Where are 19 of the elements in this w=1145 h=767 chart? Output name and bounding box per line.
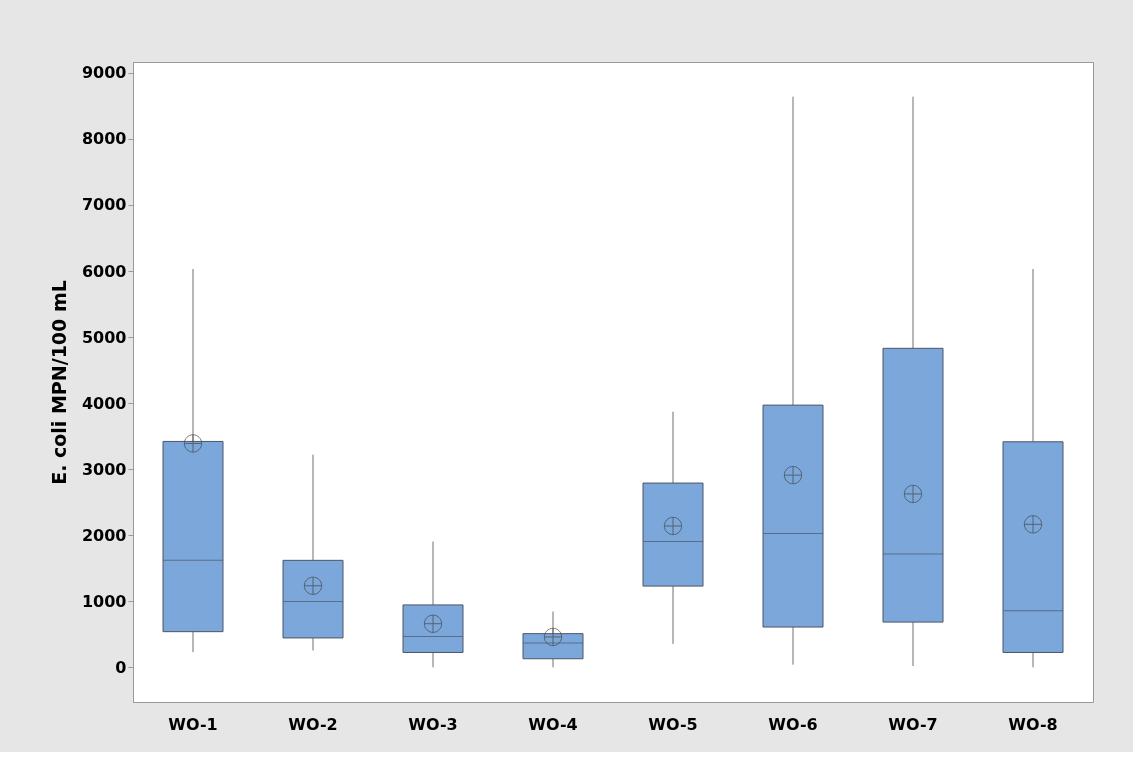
y-tick-label: 1000 [81,591,127,611]
y-axis-title: E. coli MPN/100 mL [47,280,70,485]
y-tick-label: 9000 [81,63,127,83]
x-tick-label: WO-6 [768,714,818,734]
x-tick-label: WO-4 [528,714,578,734]
x-tick-label: WO-3 [408,714,458,734]
y-tick-label: 5000 [81,327,127,347]
x-tick-label: WO-1 [168,714,218,734]
x-tick-label: WO-7 [888,714,938,734]
x-tick-label: WO-5 [648,714,698,734]
y-tick-label: 0 [115,657,127,677]
x-tick-label: WO-8 [1008,714,1058,734]
y-tick-label: 4000 [81,393,127,413]
y-tick-label: 7000 [81,195,127,215]
y-tick-label: 8000 [81,129,127,149]
y-tick-label: 2000 [81,525,127,545]
y-tick-label: 3000 [81,459,127,479]
y-tick-label: 6000 [81,261,127,281]
x-tick-label: WO-2 [288,714,338,734]
